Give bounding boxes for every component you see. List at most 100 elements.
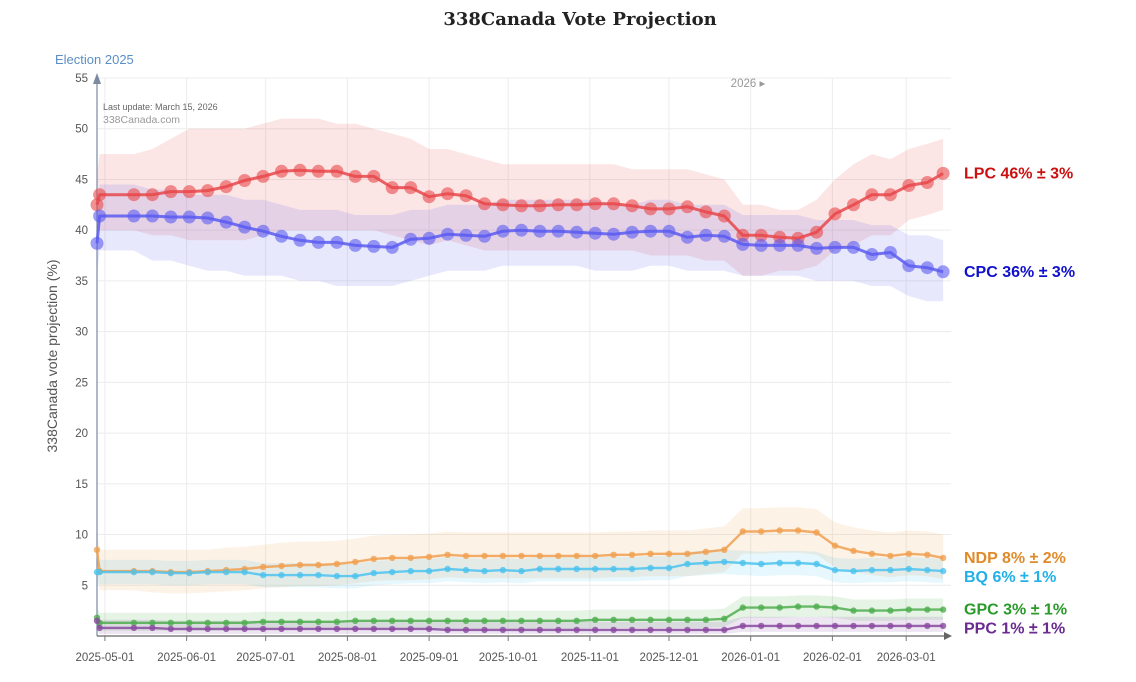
ndp-point (887, 552, 894, 560)
gpc-point (665, 616, 673, 623)
ppc-point (425, 625, 433, 633)
gpc-point (130, 619, 138, 626)
cpc-point (533, 224, 547, 238)
cpc-point (754, 238, 768, 252)
ndp-point (592, 552, 599, 560)
bq-point (518, 567, 525, 575)
bq-point (167, 569, 174, 577)
watermark: 338Canada.com (103, 114, 180, 126)
ppc-point (167, 625, 174, 633)
lpc-point (367, 169, 381, 183)
cpc-point (330, 235, 344, 249)
lpc-point (680, 200, 694, 214)
ndp-point (536, 552, 543, 560)
ndp-point (610, 551, 617, 558)
ndp-point (850, 547, 857, 554)
gpc-point (352, 617, 359, 624)
ndp-point (407, 554, 414, 562)
lpc-point (717, 209, 731, 223)
cpc-point (275, 229, 288, 243)
ndp-point (555, 552, 562, 560)
y-tick-label: 5 (82, 580, 88, 592)
gpc-point (939, 606, 947, 613)
ndp-point (794, 527, 802, 534)
x-tick-label: 2025-09-01 (400, 652, 459, 664)
lpc-point (145, 188, 159, 202)
bq-point (905, 565, 912, 573)
bq-point (130, 568, 138, 576)
gpc-point (536, 617, 543, 624)
gpc-point (259, 618, 267, 625)
gpc-point (278, 618, 285, 625)
cpc-point (164, 210, 178, 224)
cpc-point (182, 210, 196, 224)
ppc-point (518, 626, 525, 634)
gpc-point (813, 603, 820, 610)
ndp-point (333, 560, 341, 568)
ndp-point (868, 550, 876, 557)
ndp-point (296, 561, 304, 569)
ppc-point (592, 626, 599, 634)
bq-point (665, 564, 673, 572)
cpc-point (828, 240, 842, 254)
y-tick-label: 40 (75, 225, 88, 237)
ndp-end-label: NDP 8% ± 2% (964, 550, 1066, 567)
lpc-point (625, 199, 639, 213)
ppc-point (573, 626, 580, 634)
cpc-point (551, 224, 565, 238)
x-axis-arrow (944, 632, 952, 640)
bq-point (939, 567, 947, 575)
gpc-point (370, 617, 377, 624)
lpc-point (662, 202, 676, 216)
bq-point (499, 566, 507, 574)
ppc-point (868, 622, 876, 630)
gpc-point (481, 617, 488, 624)
cpc-point (607, 227, 621, 241)
ndp-point (315, 561, 322, 569)
lpc-point (93, 188, 107, 202)
bq-point (684, 560, 691, 568)
bq-point (573, 565, 580, 573)
ppc-point (831, 622, 839, 630)
bq-point (407, 567, 414, 575)
lpc-point (404, 181, 418, 195)
lpc-point (90, 198, 104, 212)
ndp-point (370, 555, 377, 563)
cpc-point (256, 224, 270, 238)
y-axis-arrow (93, 73, 101, 84)
lpc-point (828, 207, 842, 221)
y-tick-label: 15 (75, 479, 88, 491)
gpc-point (204, 619, 211, 626)
ppc-point (776, 622, 783, 630)
bq-point (462, 566, 470, 574)
ppc-point (186, 625, 193, 633)
bq-point (352, 572, 359, 580)
ppc-point (149, 624, 156, 632)
ndp-point (499, 552, 507, 560)
bq-point (241, 568, 248, 576)
lpc-point (920, 176, 934, 189)
bq-point (868, 566, 876, 574)
gpc-point (149, 619, 156, 626)
cpc-point (883, 246, 897, 259)
lpc-point (201, 184, 215, 198)
x-tick-label: 2025-08-01 (318, 652, 377, 664)
ndp-point (444, 551, 451, 558)
lpc-point (883, 188, 897, 202)
gpc-point (223, 619, 230, 626)
gpc-point (684, 616, 691, 623)
ppc-point (628, 626, 636, 634)
ndp-point (831, 542, 839, 549)
bq-point (555, 565, 562, 573)
ppc-point (259, 625, 267, 633)
ppc-point (758, 622, 765, 630)
x-tick-label: 2025-06-01 (157, 652, 216, 664)
ndp-point (259, 563, 267, 571)
ndp-point (905, 550, 912, 557)
ppc-point (223, 625, 230, 633)
ppc-point (241, 625, 248, 633)
y-axis-label: 338Canada vote projection (%) (44, 259, 60, 452)
bq-point (610, 565, 617, 573)
cpc-point (348, 238, 362, 252)
